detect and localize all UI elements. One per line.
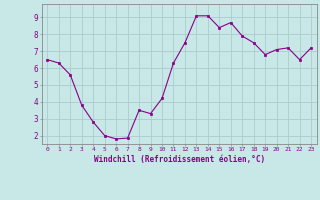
X-axis label: Windchill (Refroidissement éolien,°C): Windchill (Refroidissement éolien,°C)	[94, 155, 265, 164]
